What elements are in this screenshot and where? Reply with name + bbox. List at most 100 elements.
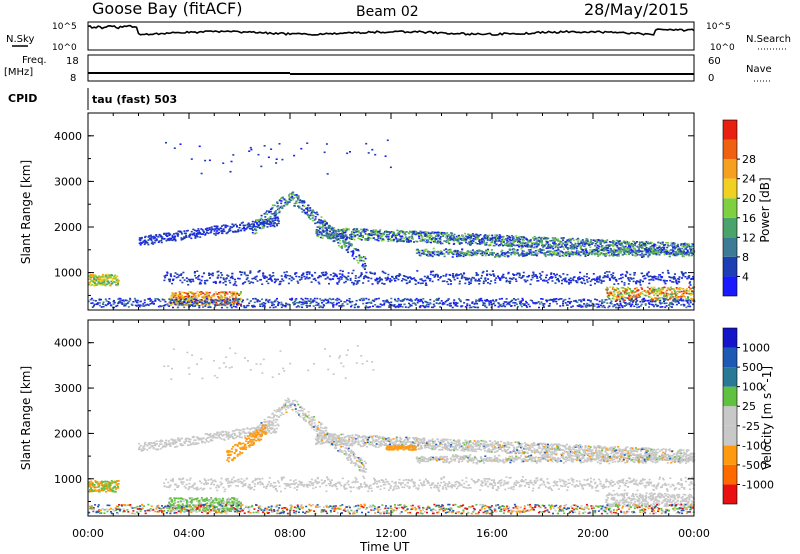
data-cell	[663, 251, 666, 254]
data-cell	[171, 303, 174, 305]
data-cell	[342, 230, 344, 233]
data-cell	[449, 250, 452, 253]
data-cell	[593, 249, 595, 252]
data-cell	[621, 245, 624, 247]
data-cell	[504, 244, 507, 246]
data-cell	[621, 306, 624, 309]
data-cell	[357, 230, 360, 232]
data-cell	[463, 252, 466, 254]
data-cell	[535, 254, 538, 257]
data-cell	[632, 254, 635, 257]
data-cell	[620, 296, 623, 298]
data-cell	[576, 301, 579, 304]
data-cell	[384, 300, 387, 302]
data-cell	[671, 249, 674, 251]
data-cell	[596, 244, 599, 247]
data-cell	[503, 255, 506, 258]
data-cell	[108, 298, 111, 300]
data-cell	[615, 242, 618, 244]
data-cell	[559, 246, 562, 248]
data-cell	[288, 198, 291, 201]
data-cell	[643, 300, 646, 303]
data-cell	[486, 239, 489, 241]
data-cell	[393, 233, 396, 235]
data-cell	[304, 211, 307, 214]
data-cell	[374, 233, 377, 235]
data-cell	[608, 298, 611, 300]
data-cell	[648, 291, 651, 294]
data-cell	[213, 293, 216, 295]
data-cell	[596, 252, 599, 254]
data-cell	[484, 254, 487, 257]
data-cell	[596, 299, 599, 301]
data-cell	[661, 241, 664, 244]
data-cell	[243, 229, 246, 232]
data-cell	[645, 244, 648, 246]
data-cell	[449, 249, 452, 252]
data-cell	[633, 251, 636, 254]
data-cell	[661, 289, 664, 291]
data-cell	[495, 300, 498, 302]
data-cell	[234, 299, 237, 301]
data-cell	[429, 298, 432, 301]
data-cell	[671, 296, 673, 298]
data-cell	[360, 231, 363, 233]
data-cell	[150, 239, 153, 242]
data-cell	[135, 305, 138, 307]
data-cell	[106, 273, 109, 276]
data-cell	[388, 233, 390, 236]
data-cell	[365, 297, 368, 300]
data-cell	[574, 244, 577, 246]
data-cell	[505, 239, 508, 241]
data-cell	[205, 302, 208, 305]
data-cell	[352, 231, 354, 233]
data-cell	[348, 298, 351, 300]
data-cell	[232, 294, 235, 296]
data-cell	[619, 248, 622, 250]
data-cell	[440, 300, 443, 302]
data-cell	[92, 277, 95, 279]
data-cell	[687, 252, 690, 255]
data-cell	[614, 249, 617, 252]
data-cell	[605, 254, 608, 256]
data-cell	[641, 250, 644, 253]
data-cell	[510, 300, 513, 303]
data-cell	[336, 302, 338, 305]
data-cell	[183, 298, 186, 301]
data-cell	[358, 238, 361, 240]
data-cell	[353, 238, 356, 241]
data-cell	[636, 306, 639, 309]
data-cell	[523, 303, 526, 305]
data-cell	[506, 242, 509, 244]
data-cell	[289, 192, 292, 195]
data-cell	[295, 200, 298, 203]
data-cell	[220, 291, 223, 293]
data-cell	[574, 242, 577, 245]
data-cell	[605, 248, 608, 250]
data-cell	[519, 304, 522, 306]
data-cell	[552, 239, 555, 242]
data-cell	[106, 280, 109, 283]
data-cell	[146, 303, 149, 306]
data-cell	[611, 250, 614, 253]
data-cell	[664, 244, 667, 246]
data-cell	[400, 303, 402, 306]
data-cell	[508, 235, 511, 238]
data-cell	[422, 305, 425, 308]
data-cell	[516, 244, 519, 247]
data-cell	[363, 266, 366, 269]
data-cell	[89, 278, 92, 280]
data-cell	[600, 242, 603, 244]
data-cell	[170, 237, 173, 240]
data-cell	[246, 226, 249, 229]
data-cell	[562, 300, 565, 303]
data-cell	[358, 254, 361, 257]
data-cell	[691, 290, 693, 292]
data-cell	[422, 232, 425, 234]
data-cell	[186, 229, 189, 232]
data-cell	[683, 245, 686, 248]
data-cell	[169, 300, 172, 303]
data-cell	[451, 232, 453, 235]
data-cell	[172, 238, 175, 241]
data-cell	[386, 237, 389, 240]
